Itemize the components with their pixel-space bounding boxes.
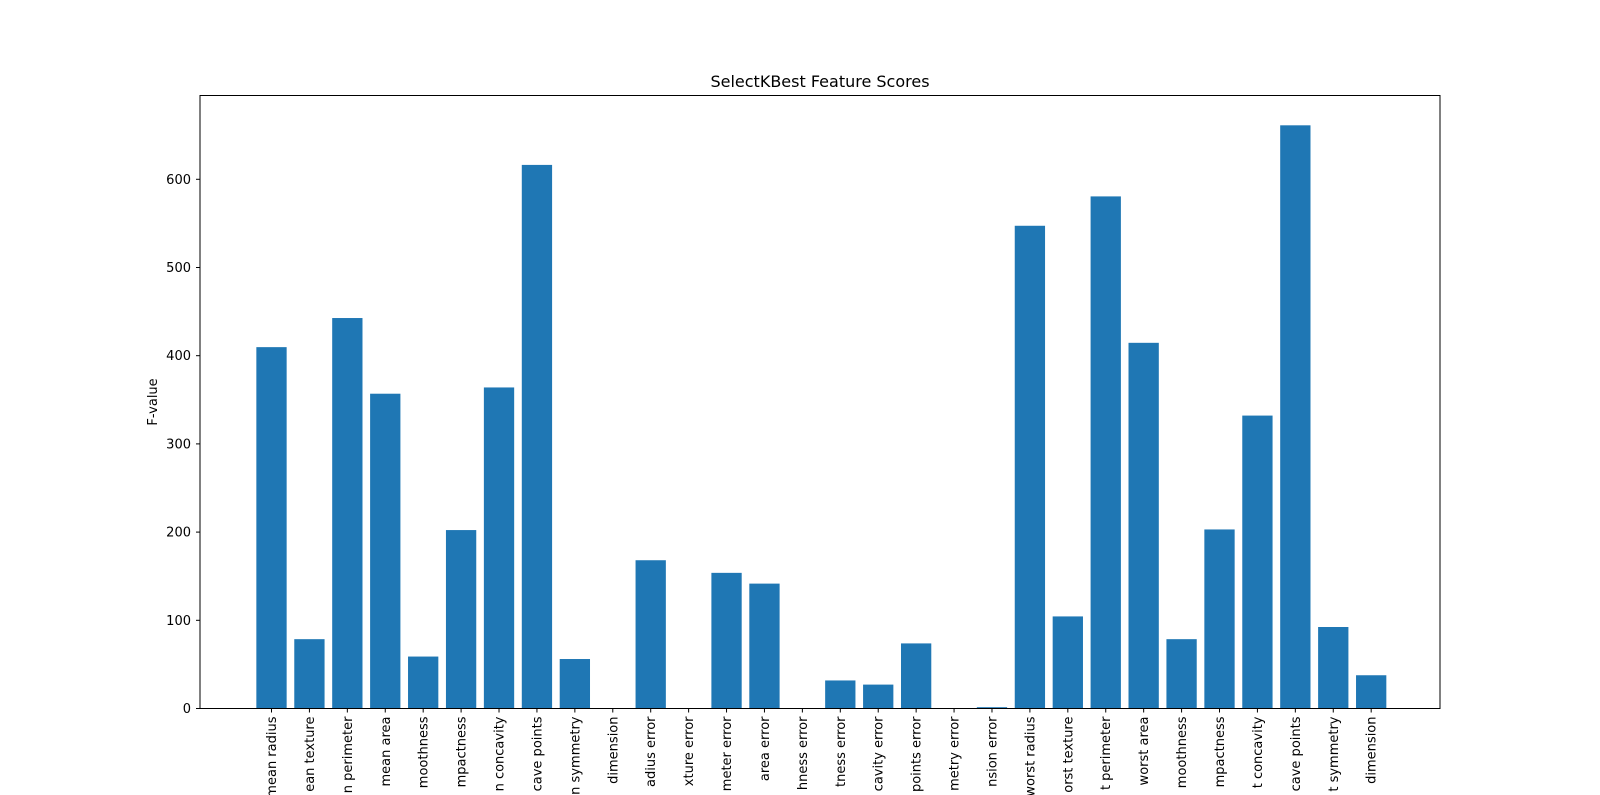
y-tick-label: 500 <box>166 261 191 276</box>
bar-worst-fractal-dimension <box>1356 675 1387 709</box>
bar-worst-perimeter <box>1090 196 1121 709</box>
bar-perimeter-error <box>711 572 742 709</box>
x-tick-label: worst area <box>1137 717 1152 786</box>
x-tick-label: metry error <box>948 716 963 791</box>
bar-mean-smoothness <box>408 656 439 709</box>
bar-mean-area <box>370 393 401 709</box>
x-tick-label: mpactness <box>455 716 470 787</box>
x-tick-label: dimension <box>1365 717 1380 784</box>
x-tick-label: worst radius <box>1023 716 1038 795</box>
x-tick-label: t symmetry <box>1327 716 1342 791</box>
bar-mean-radius <box>256 347 287 709</box>
bar-radius-error <box>635 560 666 709</box>
y-tick-label: 300 <box>166 437 191 452</box>
bar-mean-perimeter <box>332 318 363 709</box>
chart-title: SelectKBest Feature Scores <box>710 72 929 91</box>
y-axis-label: F-value <box>146 378 161 425</box>
bar-worst-compactness <box>1204 529 1235 709</box>
x-tick-label: nsion error <box>985 716 1000 787</box>
bar-worst-concavity <box>1242 415 1273 709</box>
x-tick-label: orst texture <box>1061 717 1076 793</box>
x-tick-label: mean area <box>379 717 394 787</box>
bar-compactness-error <box>825 680 856 709</box>
x-tick-label: meter error <box>720 716 735 791</box>
bars-group <box>256 125 1387 709</box>
x-tick-label: moothness <box>417 716 432 788</box>
bar-worst-smoothness <box>1166 639 1197 709</box>
bar-mean-compactness <box>445 530 477 709</box>
x-tick-label: cave points <box>530 716 545 791</box>
y-tick-label: 600 <box>166 173 191 188</box>
x-tick-label: dimension <box>606 717 621 784</box>
x-tick-label: adius error <box>644 716 659 787</box>
x-tick-label: n symmetry <box>568 716 583 795</box>
x-tick-label: moothness <box>1175 716 1190 788</box>
x-tick-label: cavity error <box>872 716 887 791</box>
bar-mean-concave-points <box>521 164 553 709</box>
bar-concave-points-error <box>900 643 932 709</box>
x-tick-label: ean texture <box>303 717 318 792</box>
x-tick-label: n perimeter <box>341 716 356 793</box>
x-tick-label: mpactness <box>1213 716 1228 787</box>
bar-worst-area <box>1128 342 1159 709</box>
x-tick-label: mean radius <box>265 716 280 795</box>
y-tick-label: 0 <box>183 702 191 717</box>
plot-frame <box>199 95 1441 709</box>
x-tick-label: cave points <box>1289 716 1304 791</box>
x-tick-label: hness error <box>796 716 811 790</box>
x-tick-label: n concavity <box>493 716 508 791</box>
x-tick-label: points error <box>910 716 925 792</box>
bar-worst-radius <box>1014 225 1046 709</box>
x-tick-label: area error <box>758 716 773 781</box>
x-tick-label: tness error <box>834 716 849 787</box>
bar-worst-symmetry <box>1318 627 1349 709</box>
bar-worst-concave-points <box>1280 125 1311 709</box>
bar-worst-texture <box>1052 616 1083 709</box>
bar-mean-symmetry <box>559 659 591 709</box>
bar-mean-texture <box>294 639 325 709</box>
bar-area-error <box>749 583 780 709</box>
y-tick-label: 100 <box>166 614 191 629</box>
x-axis: mean radius ean texture n perimeter mean ar… <box>265 708 1380 795</box>
bar-mean-concavity <box>483 387 515 709</box>
y-axis: 0 100 200 300 400 500 600 <box>166 173 200 717</box>
x-tick-label: t perimeter <box>1099 716 1114 790</box>
bar-concavity-error <box>863 684 894 709</box>
bar-fractal-dimension-error <box>976 707 1008 709</box>
x-tick-label: t concavity <box>1251 716 1266 788</box>
x-tick-label: xture error <box>682 716 697 786</box>
y-tick-label: 200 <box>166 526 191 541</box>
y-tick-label: 400 <box>166 349 191 364</box>
